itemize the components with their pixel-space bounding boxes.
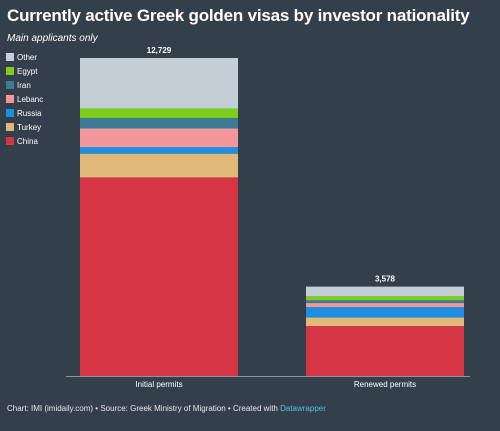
legend-swatch-turkey: [6, 123, 14, 131]
legend-label-iran: Iran: [17, 81, 31, 90]
footer-credit: Chart: IMI (imidaily.com) • Source: Gree…: [7, 404, 281, 413]
bar-renewed-permits-other: [306, 286, 464, 297]
total-label-initial-permits: 12,729: [147, 46, 172, 55]
legend-label-turkey: Turkey: [17, 123, 41, 132]
bar-renewed-permits-russia: [306, 307, 464, 318]
bar-renewed-permits-turkey: [306, 317, 464, 327]
category-label-renewed-permits: Renewed permits: [354, 380, 416, 389]
legend-label-russia: Russia: [17, 109, 42, 118]
chart-subtitle: Main applicants only: [7, 33, 98, 44]
legend-swatch-russia: [6, 109, 14, 117]
category-label-initial-permits: Initial permits: [135, 380, 182, 389]
chart-footer: Chart: IMI (imidaily.com) • Source: Gree…: [7, 404, 326, 413]
legend-swatch-lebanon: [6, 95, 14, 103]
bar-initial-permits-russia: [80, 147, 238, 154]
bar-renewed-permits-lebanon: [306, 303, 464, 308]
bar-initial-permits-egypt: [80, 108, 238, 118]
bar-renewed-permits-iran: [306, 300, 464, 304]
datawrapper-link[interactable]: Datawrapper: [280, 404, 326, 413]
legend-swatch-china: [6, 137, 14, 145]
legend-swatch-egypt: [6, 67, 14, 75]
legend-label-lebanon: Lebanc: [17, 95, 43, 104]
legend-label-other: Other: [17, 53, 37, 62]
bar-renewed-permits-china: [306, 326, 464, 376]
chart-title: Currently active Greek golden visas by i…: [7, 6, 470, 25]
legend-swatch-other: [6, 53, 14, 61]
bar-initial-permits-lebanon: [80, 128, 238, 148]
bar-initial-permits-other: [80, 58, 238, 109]
total-label-renewed-permits: 3,578: [375, 275, 396, 284]
legend-label-china: China: [17, 137, 38, 146]
bar-initial-permits-turkey: [80, 153, 238, 178]
bar-initial-permits-china: [80, 177, 238, 376]
legend-swatch-iran: [6, 81, 14, 89]
bar-initial-permits-iran: [80, 117, 238, 129]
legend-label-egypt: Egypt: [17, 67, 38, 76]
bar-renewed-permits-egypt: [306, 296, 464, 301]
